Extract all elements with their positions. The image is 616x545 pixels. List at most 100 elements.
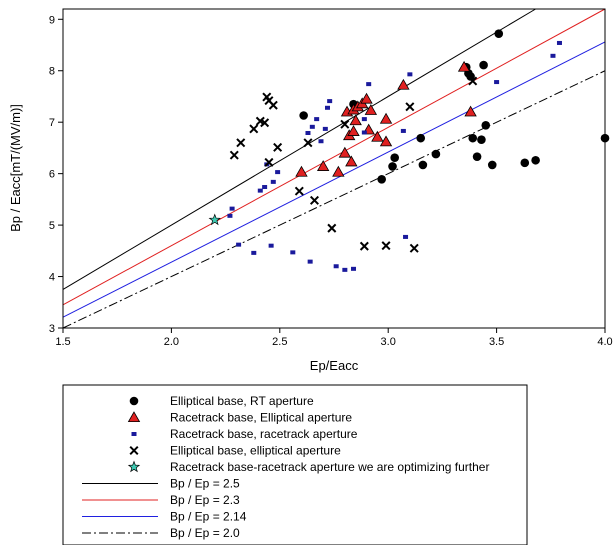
data-point [361, 130, 367, 135]
data-point [381, 241, 391, 251]
y-tick-label: 7 [49, 117, 55, 129]
data-point [299, 111, 308, 120]
y-tick-label: 9 [49, 14, 55, 26]
data-point [340, 119, 350, 129]
data-point [407, 72, 413, 77]
data-point [360, 92, 373, 104]
fit-line [62, 70, 606, 329]
data-point [418, 160, 428, 170]
data-point [290, 250, 296, 255]
data-point [208, 213, 221, 226]
x-tick-label: 4.0 [597, 336, 612, 348]
data-point [318, 139, 324, 144]
legend-marker [131, 432, 137, 436]
data-point [273, 142, 283, 152]
data-point [333, 264, 339, 269]
data-point [416, 133, 426, 143]
data-point [236, 138, 246, 148]
data-point [472, 152, 482, 161]
data-point [229, 206, 235, 211]
data-point [347, 125, 360, 136]
data-point [295, 165, 308, 177]
x-tick-label: 1.5 [55, 336, 70, 348]
legend-label: Racetrack base, Elliptical aperture [170, 411, 352, 425]
legend-label: Racetrack base, racetrack aperture [170, 427, 358, 441]
data-point [550, 53, 556, 58]
data-point [361, 117, 367, 122]
data-point [349, 114, 362, 126]
data-point [366, 82, 372, 87]
data-point [390, 153, 400, 162]
data-point [371, 130, 384, 142]
y-tick-label: 5 [49, 220, 55, 232]
data-point [359, 241, 369, 251]
x-axis-title: Ep/Eacc [310, 358, 359, 373]
data-point [466, 72, 475, 81]
legend-box [62, 384, 528, 545]
data-point [227, 213, 233, 218]
data-point [251, 250, 257, 255]
legend-marker [129, 445, 139, 456]
data-point [270, 179, 276, 184]
legend-label: Bp / Ep = 2.0 [170, 526, 240, 540]
data-point [479, 60, 488, 70]
data-point [268, 100, 278, 110]
data-point [477, 135, 486, 144]
data-point [303, 138, 313, 148]
data-point [468, 76, 478, 86]
data-point [294, 186, 304, 196]
data-point [409, 243, 419, 253]
data-point [314, 117, 320, 122]
y-axis: 3 4 5 6 7 8 9 [49, 14, 63, 335]
data-point [307, 259, 313, 264]
data-point [262, 185, 268, 190]
legend-label: Elliptical base, RT aperture [170, 394, 314, 408]
data-point [397, 78, 410, 90]
legend-marker [129, 396, 139, 406]
data-point [309, 195, 319, 205]
data-point [275, 170, 281, 175]
data-point [464, 105, 477, 117]
data-point [338, 146, 352, 158]
data-point [236, 242, 242, 247]
plot-frame [62, 8, 606, 329]
data-point [468, 133, 478, 143]
legend-label: Bp / Ep = 2.3 [170, 493, 240, 507]
data-point [332, 165, 345, 177]
data-point [487, 160, 497, 170]
y-tick-label: 6 [49, 169, 55, 181]
data-point [379, 135, 393, 147]
y-tick-label: 4 [49, 272, 55, 284]
x-tick-label: 3.5 [489, 336, 504, 348]
data-point [229, 150, 239, 160]
x-tick-label: 2.5 [272, 336, 287, 348]
data-point [388, 162, 397, 171]
data-point [556, 40, 562, 45]
data-point [342, 267, 348, 272]
data-point [260, 118, 270, 128]
fit-line [62, 8, 536, 290]
fit-line [62, 8, 606, 306]
data-point [400, 128, 406, 133]
data-point [520, 158, 530, 168]
data-point [379, 112, 393, 124]
data-point [327, 223, 337, 233]
x-tick-label: 3.0 [381, 336, 396, 348]
legend-marker [127, 460, 141, 473]
data-point [403, 234, 409, 239]
data-point [264, 157, 274, 167]
x-axis: 1.5 2.0 2.5 3.0 3.5 4.0 [55, 328, 613, 348]
data-point [249, 124, 259, 134]
data-point [257, 188, 263, 193]
data-point [405, 102, 415, 112]
legend-label: Bp / Ep = 2.14 [170, 510, 247, 524]
legend-marker [127, 411, 141, 423]
data-point [309, 124, 315, 129]
legend-label: Elliptical base, elliptical aperture [170, 444, 341, 458]
data-point [268, 243, 274, 248]
legend-entries: Elliptical base, RT aperture Racetrack ba… [82, 394, 489, 540]
data-point [457, 60, 471, 72]
legend: Elliptical base, RT aperture Racetrack ba… [62, 384, 528, 545]
data-point [305, 130, 311, 135]
